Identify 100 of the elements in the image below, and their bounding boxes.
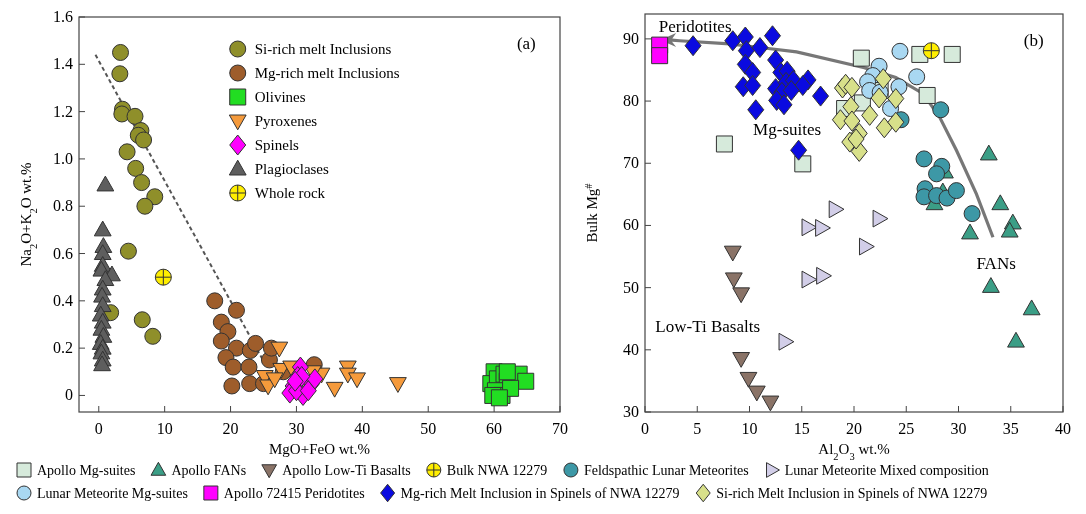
point [739,371,758,388]
x-tick-label: 20 [846,420,862,437]
point [761,395,780,412]
x-tick-label: 10 [156,420,173,437]
point [240,358,258,376]
y-tick-label: 50 [623,278,639,296]
point [928,165,946,183]
point [775,94,793,116]
point [517,372,535,390]
point [724,272,743,289]
y-tick-label: 90 [623,29,639,47]
point [133,311,151,329]
point [136,197,154,215]
y-tick-label: 30 [623,403,639,420]
point [852,49,870,67]
y-tick-label: 1.6 [53,8,73,25]
point [227,301,245,319]
point [133,174,151,192]
point [790,139,808,161]
point [93,355,111,372]
x-tick-label: 40 [1055,420,1071,437]
point [961,223,979,240]
y-tick-label: 1.4 [53,55,73,73]
y-tick-label: 80 [623,92,639,110]
legend-label: Pyroxenes [254,113,318,129]
point [212,332,230,350]
point [747,385,766,402]
point [286,370,304,392]
x-tick-label: 30 [950,420,967,437]
point [872,209,889,228]
point [389,377,407,393]
point [265,372,284,389]
x-tick-label: 35 [1002,420,1019,437]
point [270,341,289,358]
point [723,245,742,262]
legend-label: Plagioclases [254,161,330,177]
point [135,131,153,149]
point [763,25,781,47]
point [306,368,324,390]
point [887,111,905,133]
point [831,109,849,131]
y-tick-label: 0.2 [53,339,73,357]
point [794,155,812,173]
y-tick-label: 1.0 [53,149,73,167]
point [947,182,965,200]
legend-label: Apollo 72415 Peridotites [223,486,365,501]
point [932,101,950,119]
legend-label: Feldspathic Lunar Meteorites [583,463,749,478]
point [299,380,317,402]
point [747,99,765,121]
x-tick-label: 40 [354,420,371,437]
point [982,277,1000,293]
x-tick-label: 10 [741,420,758,437]
x-tick-label: 5 [693,420,702,437]
point [847,128,865,150]
point [154,268,172,286]
point [816,266,832,285]
point [874,68,892,90]
point [991,194,1010,211]
point [843,76,861,98]
point [778,332,795,351]
point [93,220,112,237]
x-tick-label: 50 [420,420,437,437]
legend-label: Lunar Meteorite Mixed composition [784,463,989,478]
x-tick-label: 0 [94,420,103,437]
annotation: (a) [516,33,536,53]
legend-label: Apollo FANs [171,463,247,478]
legend-label: Bulk NWA 12279 [446,463,548,478]
x-axis-title: Al$_{2}$O$_{3}$ wt.% [818,441,890,462]
x-tick-label: 20 [222,420,239,437]
point [112,43,130,61]
annotation: (b) [1023,30,1044,50]
point [815,219,831,237]
y-tick-label: 0 [65,386,73,404]
y-tick-label: 0.6 [53,244,73,262]
point [247,334,265,352]
point [801,270,818,289]
point [732,352,751,368]
point [118,143,136,161]
point [828,200,845,219]
point [96,175,115,192]
x-tick-label: 70 [552,420,568,437]
point [715,135,733,153]
legend-label: Spinels [254,137,300,153]
point [875,117,893,139]
point [651,47,669,65]
point [206,292,224,310]
legend-label: Lunar Meteorite Mg-suites [37,486,188,501]
y-tick-label: 40 [623,340,639,358]
x-tick-label: 15 [793,420,810,437]
point [224,358,242,376]
point [870,87,888,109]
point [724,30,742,52]
x-tick-label: 60 [486,420,503,437]
point [918,86,936,104]
annotation: Low-Ti Basalts [655,317,761,337]
point [943,45,961,63]
point [858,237,875,256]
point [1022,299,1041,316]
legend-label: Mg-rich melt Inclusions [254,65,400,81]
